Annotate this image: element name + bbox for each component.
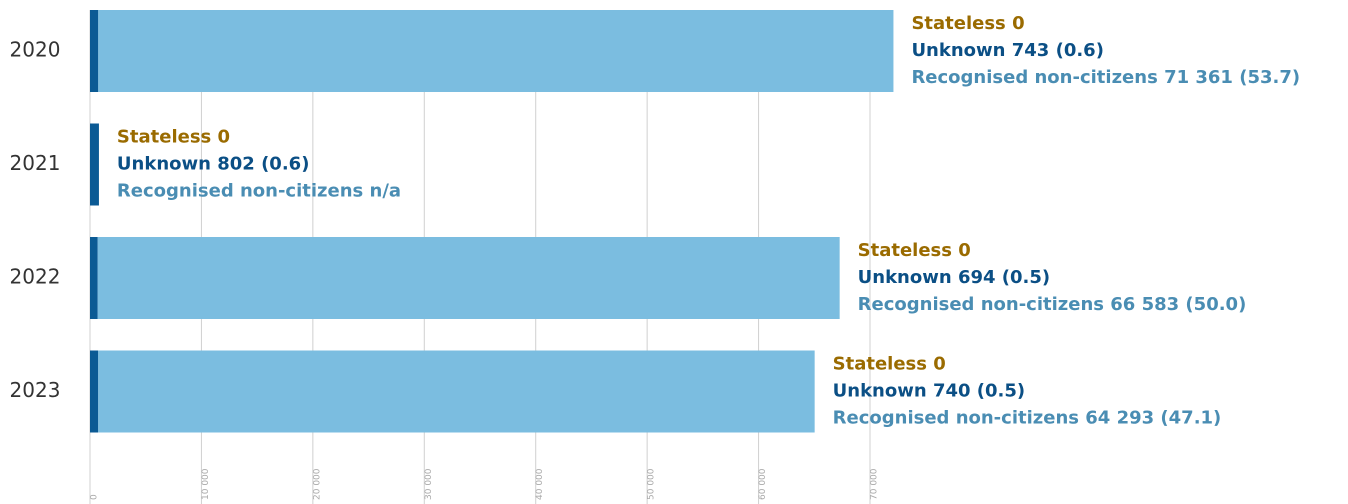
bar-segment [98,10,894,92]
value-label: 0 [958,240,971,261]
x-tick-label: 0 [90,494,100,500]
series-name: Recognised non-citizens [911,67,1157,88]
value-label: n/a [370,181,402,202]
data-label: Stateless 0 [911,13,1024,34]
value-label: 64 293 (47.1) [1085,408,1221,429]
series-name: Stateless [833,354,927,375]
value-label: 66 583 (50.0) [1110,294,1246,315]
data-label: Unknown 740 (0.5) [833,381,1026,402]
x-tick-label: 40 000 [535,468,545,500]
data-label: Unknown 802 (0.6) [117,154,310,175]
data-label: Unknown 743 (0.6) [911,40,1104,61]
data-label: Recognised non-citizens 71 361 (53.7) [911,67,1300,88]
y-tick-label: 2022 [10,265,61,289]
bar-segment [90,237,98,319]
x-tick-label: 20 000 [312,468,322,500]
value-label: 0 [933,354,946,375]
value-label: 0 [1012,13,1025,34]
series-name: Unknown [833,381,927,402]
value-label: 694 (0.5) [958,267,1050,288]
x-tick-label: 50 000 [647,468,657,500]
data-label: Stateless 0 [833,354,946,375]
x-tick-label: 30 000 [424,468,434,500]
bar-segment [90,123,99,206]
value-label: 0 [218,127,231,148]
data-label: Recognised non-citizens 64 293 (47.1) [833,408,1222,429]
value-label: 71 361 (53.7) [1164,67,1300,88]
series-name: Stateless [911,13,1005,34]
series-name: Unknown [117,154,211,175]
series-name: Stateless [117,127,211,148]
y-tick-label: 2020 [10,38,61,62]
bar-segment [90,10,99,92]
value-label: 743 (0.6) [1012,40,1104,61]
series-name: Unknown [911,40,1005,61]
bar-segment [98,350,815,433]
value-label: 802 (0.6) [217,154,309,175]
series-name: Stateless [858,240,952,261]
series-name: Recognised non-citizens [117,181,363,202]
data-label: Unknown 694 (0.5) [858,267,1050,288]
x-tick-label: 10 000 [201,468,211,500]
y-tick-label: 2021 [10,151,61,175]
series-name: Recognised non-citizens [833,408,1079,429]
bars [90,10,894,433]
data-label: Stateless 0 [117,127,230,148]
series-name: Recognised non-citizens [858,294,1104,315]
bar-segment [97,237,840,319]
series-name: Unknown [858,267,952,288]
bar-segment [90,350,99,433]
data-label: Recognised non-citizens n/a [117,181,401,202]
x-tick-label: 60 000 [758,468,768,500]
data-label: Recognised non-citizens 66 583 (50.0) [858,294,1247,315]
value-label: 740 (0.5) [933,381,1025,402]
data-label: Stateless 0 [858,240,971,261]
y-tick-label: 2023 [10,378,61,402]
x-tick-label: 70 000 [870,468,880,500]
